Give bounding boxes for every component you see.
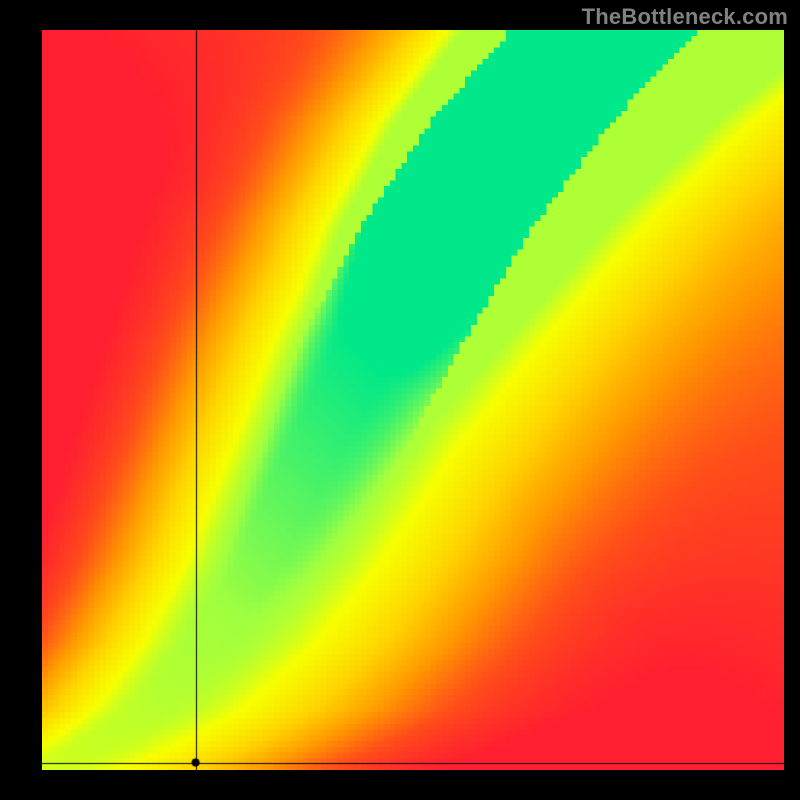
watermark-text: TheBottleneck.com [582,4,788,30]
crosshair-overlay [0,0,800,800]
bottleneck-heatmap-card: TheBottleneck.com [0,0,800,800]
